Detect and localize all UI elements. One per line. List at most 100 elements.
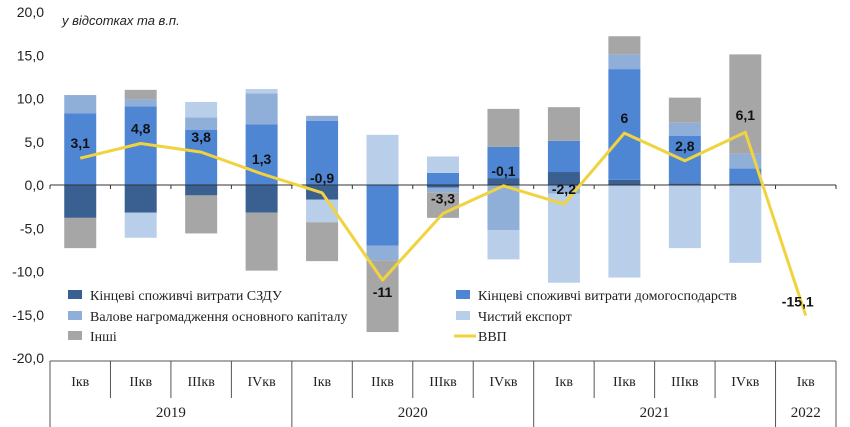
bar-segment <box>185 117 218 130</box>
quarter-label: IVкв <box>731 375 760 390</box>
quarter-label: Ікв <box>555 375 573 390</box>
bar-segment <box>124 185 157 213</box>
bar-segment <box>366 185 399 246</box>
unit-label: у відсотках та в.п. <box>61 13 180 28</box>
bar-segment <box>185 101 218 118</box>
quarter-label: ІІкв <box>129 375 152 390</box>
bar-segment <box>64 217 97 249</box>
bar-segment <box>547 185 580 194</box>
bar-segment <box>64 113 97 185</box>
y-tick-label: -5,0 <box>20 220 44 236</box>
bar-segment <box>124 89 157 100</box>
y-tick-label: 20,0 <box>17 4 44 20</box>
bar-segment <box>366 245 399 261</box>
legend-swatch <box>68 331 82 340</box>
bar-segment <box>487 108 520 147</box>
bar-segment <box>487 146 520 179</box>
quarter-label: ІІІкв <box>429 375 457 390</box>
legend-label: Інші <box>90 330 117 345</box>
bar-segment <box>729 183 762 185</box>
quarter-label: Ікв <box>313 375 331 390</box>
y-tick-label: -15,0 <box>12 307 44 323</box>
gdp-data-label: 4,8 <box>131 120 151 136</box>
legend-label: Валове нагромадження основного капіталу <box>90 310 347 325</box>
quarter-label: ІІкв <box>371 375 394 390</box>
bar-segment <box>487 178 520 185</box>
bar-segment <box>487 229 520 260</box>
quarter-label: Ікв <box>797 375 815 390</box>
bar-segment <box>547 140 580 173</box>
bar-segment <box>487 185 520 230</box>
legend-swatch <box>456 290 470 299</box>
y-tick-label: 0,0 <box>25 177 45 193</box>
bar-segment <box>427 172 459 185</box>
y-tick-label: 15,0 <box>17 47 44 63</box>
bar-segment <box>245 93 278 125</box>
bar-segment <box>547 172 580 185</box>
gdp-data-label: -11 <box>373 284 393 300</box>
bar-segment <box>427 156 459 173</box>
bar-segment <box>124 99 157 107</box>
bar-segment <box>547 107 580 141</box>
gdp-data-label: 1,3 <box>252 151 272 167</box>
bar-segment <box>124 212 157 238</box>
gdp-data-label: 3,8 <box>191 129 211 145</box>
legend-label: Чистий експорт <box>478 310 572 325</box>
year-label: 2020 <box>398 405 428 421</box>
bar-segment <box>668 97 701 123</box>
gdp-data-label: -15,1 <box>782 294 814 310</box>
gdp-data-label: -3,3 <box>431 191 455 207</box>
quarter-label: ІІкв <box>613 375 636 390</box>
bar-segment <box>547 193 580 283</box>
legend-label: Кінцеві споживчі витрати СЗДУ <box>90 289 282 304</box>
gdp-data-label: 3,1 <box>70 135 90 151</box>
bar-segment <box>427 185 459 188</box>
legend-swatch <box>456 311 470 320</box>
bar-segment <box>64 95 97 114</box>
bar-segment <box>366 260 399 333</box>
y-tick-label: -10,0 <box>12 264 44 280</box>
gdp-data-label: -0,9 <box>310 170 334 186</box>
bar-segment <box>245 88 278 94</box>
bar-segment <box>608 69 641 180</box>
bar-segment <box>608 185 641 278</box>
y-tick-label: 5,0 <box>25 134 45 150</box>
bar-segment <box>608 54 641 70</box>
bar-segment <box>668 122 701 136</box>
quarter-label: IVкв <box>489 375 518 390</box>
bar-segment <box>366 134 399 185</box>
bar-segment <box>729 185 762 263</box>
quarter-label: IVкв <box>248 375 277 390</box>
bar-segment <box>729 168 762 184</box>
bar-segment <box>608 179 641 185</box>
gdp-data-label: -2,2 <box>552 181 576 197</box>
bar-segment <box>306 115 339 121</box>
legend-label: ВВП <box>478 330 507 345</box>
bar-segment <box>427 187 459 193</box>
legend-swatch <box>68 290 82 299</box>
bar-segment <box>668 183 701 185</box>
bar-segment <box>668 185 701 249</box>
gdp-data-label: -0,1 <box>491 163 515 179</box>
quarter-label: Ікв <box>71 375 89 390</box>
gdp-line <box>79 130 808 317</box>
bar-segment <box>245 185 278 213</box>
bar-segment <box>608 36 641 55</box>
gdp-data-label: 6,1 <box>736 107 756 123</box>
year-label: 2019 <box>156 405 186 421</box>
quarter-label: ІІІкв <box>187 375 215 390</box>
y-tick-label: -20,0 <box>12 350 44 366</box>
y-tick-label: 10,0 <box>17 91 44 107</box>
legend-label: Кінцеві споживчі витрати домогосподарств <box>478 289 737 304</box>
quarter-label: ІІІкв <box>671 375 699 390</box>
bar-segment <box>64 185 97 218</box>
gdp-data-label: 2,8 <box>675 138 695 154</box>
bar-segment <box>306 120 339 185</box>
gdp-data-label: 6 <box>620 110 628 126</box>
bar-segment <box>185 195 218 234</box>
bar-segment <box>185 185 218 196</box>
year-label: 2021 <box>640 405 670 421</box>
bar-segment <box>245 212 278 271</box>
bar-segment <box>306 222 339 262</box>
